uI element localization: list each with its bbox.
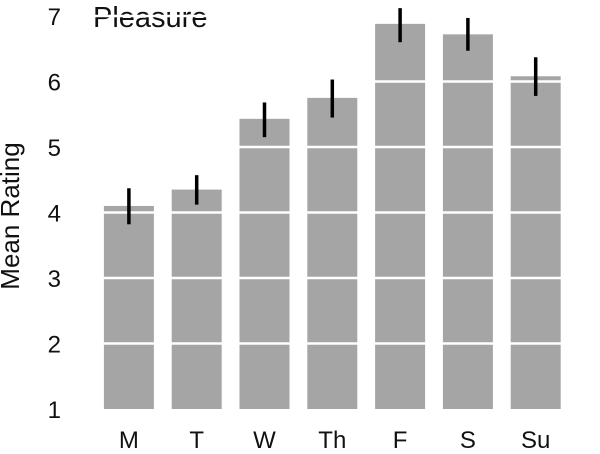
bar-s bbox=[442, 34, 493, 410]
x-tick-label-t: T bbox=[189, 427, 204, 454]
bars-layer bbox=[103, 23, 561, 410]
bar-w bbox=[239, 118, 290, 410]
chart-title: Pleasure bbox=[93, 2, 207, 34]
x-tick-label-m: M bbox=[119, 427, 139, 454]
y-tick-label-3: 3 bbox=[48, 266, 61, 293]
x-tick-label-su: Su bbox=[521, 427, 550, 454]
y-axis-label: Mean Rating bbox=[0, 142, 25, 289]
y-tick-labels: 1 2 3 4 5 6 7 bbox=[48, 4, 61, 424]
y-tick-label-1: 1 bbox=[48, 397, 61, 424]
x-tick-label-s: S bbox=[460, 427, 476, 454]
error-bars-layer bbox=[127, 8, 538, 225]
x-tick-label-w: W bbox=[253, 427, 276, 454]
bar-t bbox=[171, 189, 222, 409]
y-tick-label-7: 7 bbox=[48, 4, 61, 31]
x-tick-label-f: F bbox=[393, 427, 408, 454]
bar-su bbox=[510, 76, 561, 409]
bar-m bbox=[103, 205, 154, 409]
x-tick-labels: M T W Th F S Su bbox=[119, 427, 550, 454]
bar-th bbox=[307, 97, 358, 409]
y-tick-label-2: 2 bbox=[48, 332, 61, 359]
y-tick-label-5: 5 bbox=[48, 135, 61, 162]
y-tick-label-4: 4 bbox=[48, 201, 61, 228]
x-tick-label-th: Th bbox=[318, 427, 346, 454]
gridlines-layer bbox=[95, 14, 570, 345]
bar-f bbox=[375, 23, 426, 410]
y-tick-label-6: 6 bbox=[48, 70, 61, 97]
